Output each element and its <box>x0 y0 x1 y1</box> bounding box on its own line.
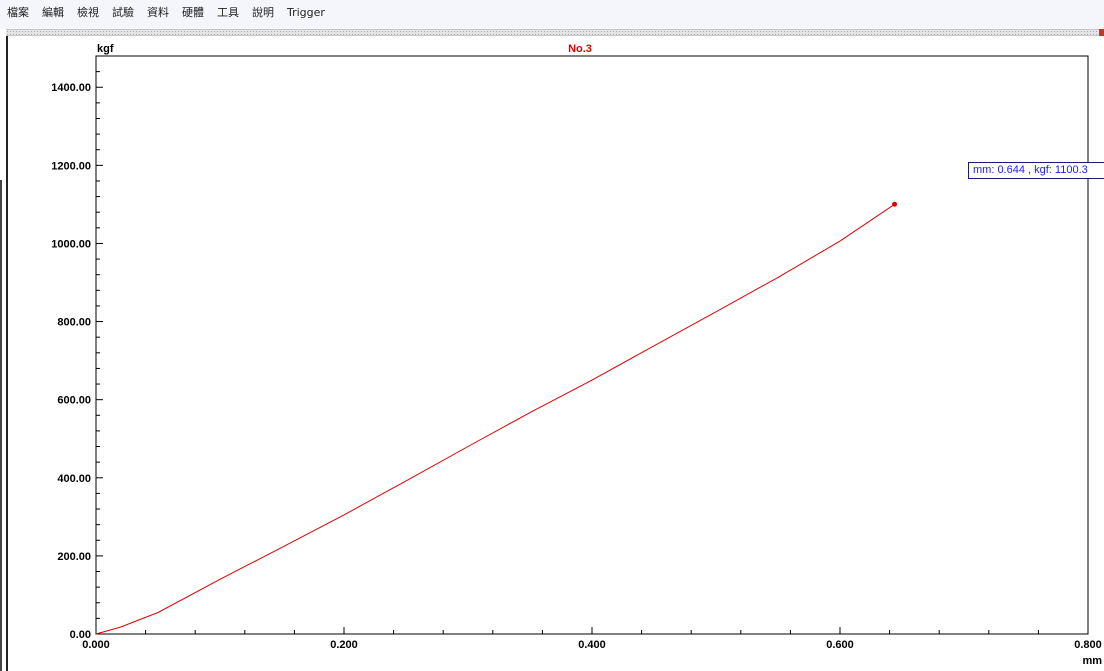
axis-tick-labels: 0.000 0.200 0.400 0.600 0.800 0.00 200.00 400.0… <box>51 82 1102 651</box>
y-axis-unit: kgf <box>97 43 114 55</box>
plot-area <box>95 55 1089 635</box>
chart-title: No.3 <box>568 43 592 55</box>
menu-bar: 檔案 編輯 檢視 試驗 資料 硬體 工具 說明 Trigger <box>0 0 1104 29</box>
data-point-tooltip: mm: 0.644 , kgf: 1100.3 <box>968 162 1104 179</box>
chart-panel <box>6 36 1104 671</box>
x-tick-label: 0.000 <box>82 639 110 651</box>
y-tick-label: 800.00 <box>57 317 91 329</box>
y-tick-label: 1200.00 <box>51 160 91 172</box>
menu-item-1[interactable]: 編輯 <box>42 6 64 19</box>
y-tick-label: 400.00 <box>57 473 91 485</box>
x-axis-unit: mm <box>1082 655 1102 667</box>
x-tick-label: 0.400 <box>578 639 606 651</box>
x-tick-label: 0.800 <box>1074 639 1102 651</box>
curve-end-marker[interactable] <box>892 201 898 207</box>
menu-item-4[interactable]: 資料 <box>147 6 169 19</box>
menu-item-2[interactable]: 檢視 <box>77 6 99 19</box>
x-tick-label: 0.200 <box>330 639 358 651</box>
y-tick-label: 0.00 <box>70 629 91 641</box>
menu-item-0[interactable]: 檔案 <box>7 6 29 19</box>
toolbar-strip <box>6 29 1104 36</box>
series-layer <box>95 201 898 635</box>
menu-item-5[interactable]: 硬體 <box>182 6 204 19</box>
axis-ticks <box>95 55 1089 635</box>
window-left-edge <box>0 180 2 671</box>
x-tick-label: 0.600 <box>826 639 854 651</box>
toolbar-end-marker <box>1099 29 1104 36</box>
menu-item-8[interactable]: Trigger <box>287 6 325 19</box>
menu-item-6[interactable]: 工具 <box>217 6 239 19</box>
menu-item-3[interactable]: 試驗 <box>112 6 134 19</box>
series-line-0 <box>95 203 895 635</box>
menu-items: 檔案 編輯 檢視 試驗 資料 硬體 工具 說明 Trigger <box>6 6 326 20</box>
y-tick-label: 200.00 <box>57 551 91 563</box>
y-tick-label: 600.00 <box>57 395 91 407</box>
menu-item-7[interactable]: 說明 <box>252 6 274 19</box>
y-tick-label: 1400.00 <box>51 82 91 94</box>
y-tick-label: 1000.00 <box>51 238 91 250</box>
